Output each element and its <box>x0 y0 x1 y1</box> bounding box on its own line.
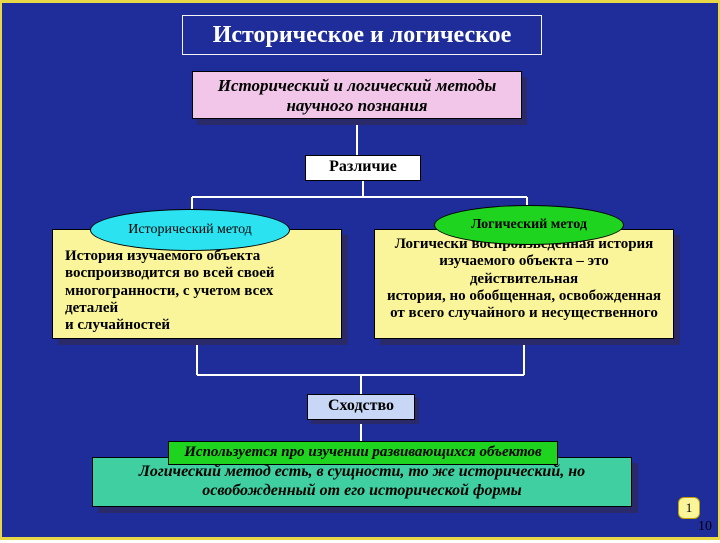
similarity-label-box: Сходство <box>307 394 415 420</box>
subtitle-box: Исторический и логический методы научног… <box>192 71 522 119</box>
subtitle-text: Исторический и логический методы научног… <box>218 76 496 115</box>
title-text: Историческое и логическое <box>213 22 512 48</box>
conclusion-text: Логический метод есть, в сущности, то же… <box>139 463 585 499</box>
right-method-title: Логический метод <box>471 217 587 233</box>
difference-label-box: Различие <box>305 155 421 181</box>
page-badge-text: 1 <box>686 500 693 516</box>
left-method-title: Исторический метод <box>128 222 252 238</box>
slide: Историческое и логическое Исторический и… <box>0 0 720 540</box>
usage-label-box: Используется про изучении развивающихся … <box>168 441 558 465</box>
right-method-ellipse: Логический метод <box>434 205 624 245</box>
difference-label-text: Различие <box>329 158 397 175</box>
title-box: Историческое и логическое <box>182 15 542 55</box>
left-body-text: История изучаемого объекта воспроизводит… <box>65 248 275 333</box>
page-number: 10 <box>698 519 712 535</box>
similarity-label-text: Сходство <box>328 397 394 414</box>
right-body-text: Логически воспроизведенная история изуча… <box>387 236 661 321</box>
left-method-ellipse: Исторический метод <box>90 209 290 251</box>
usage-label-text: Используется про изучении развивающихся … <box>184 444 541 460</box>
right-body-box: Логически воспроизведенная история изуча… <box>374 229 674 339</box>
page-badge: 1 <box>678 497 700 519</box>
